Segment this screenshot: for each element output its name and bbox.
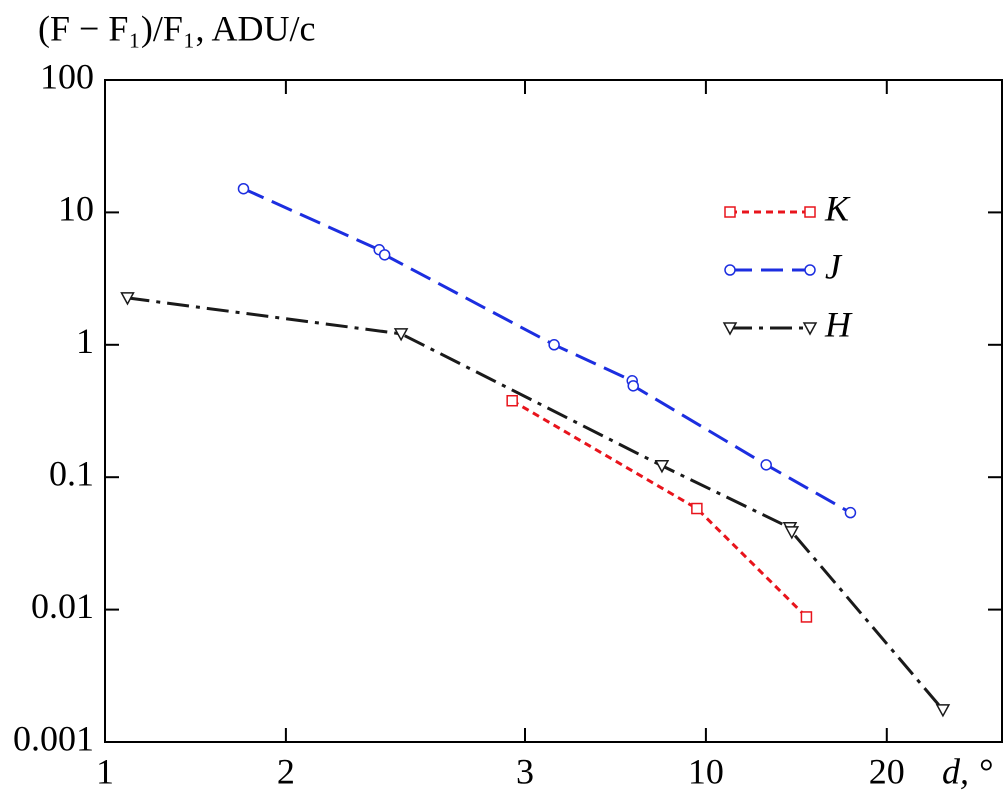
marker: [844, 506, 857, 519]
series-line: [242, 187, 852, 514]
y-axis-label: (F − F₁)/F₁, ADU/c: [38, 8, 315, 48]
series-line: [511, 399, 808, 619]
legend-marker: [804, 264, 816, 276]
legend-marker: [802, 322, 818, 336]
marker: [237, 182, 250, 195]
x-tick-label: 1: [96, 751, 114, 791]
marker: [760, 459, 772, 471]
y-tick-label: 1: [76, 321, 94, 361]
y-tick-label: 10: [58, 189, 94, 229]
y-tick-label: 0.001: [13, 718, 94, 758]
legend-marker: [804, 206, 816, 218]
marker: [800, 611, 813, 623]
y-tick-label: 100: [40, 56, 94, 96]
x-tick-label: 3: [516, 751, 534, 791]
legend-marker: [722, 322, 738, 336]
marker: [627, 380, 639, 392]
marker: [378, 249, 391, 261]
legend-marker: [724, 206, 736, 218]
marker: [935, 704, 951, 718]
y-tick-label: 0.01: [31, 586, 94, 626]
marker: [506, 394, 518, 407]
x-tick-label: 2: [277, 751, 295, 791]
series-line: [127, 296, 945, 711]
x-axis-label: d, °: [942, 751, 992, 791]
marker: [654, 460, 670, 474]
x-tick-label: 20: [869, 751, 905, 791]
x-tick-label: 10: [688, 751, 724, 791]
legend-label: K: [824, 188, 851, 228]
legend-label: J: [825, 246, 843, 286]
plot-frame: [104, 79, 1003, 743]
y-tick-label: 0.1: [49, 453, 94, 493]
marker: [393, 328, 409, 342]
marker: [548, 339, 560, 351]
legend-marker: [724, 264, 736, 276]
marker: [120, 292, 135, 306]
legend-label: H: [824, 304, 853, 344]
marker: [691, 502, 703, 515]
marker: [784, 526, 800, 540]
